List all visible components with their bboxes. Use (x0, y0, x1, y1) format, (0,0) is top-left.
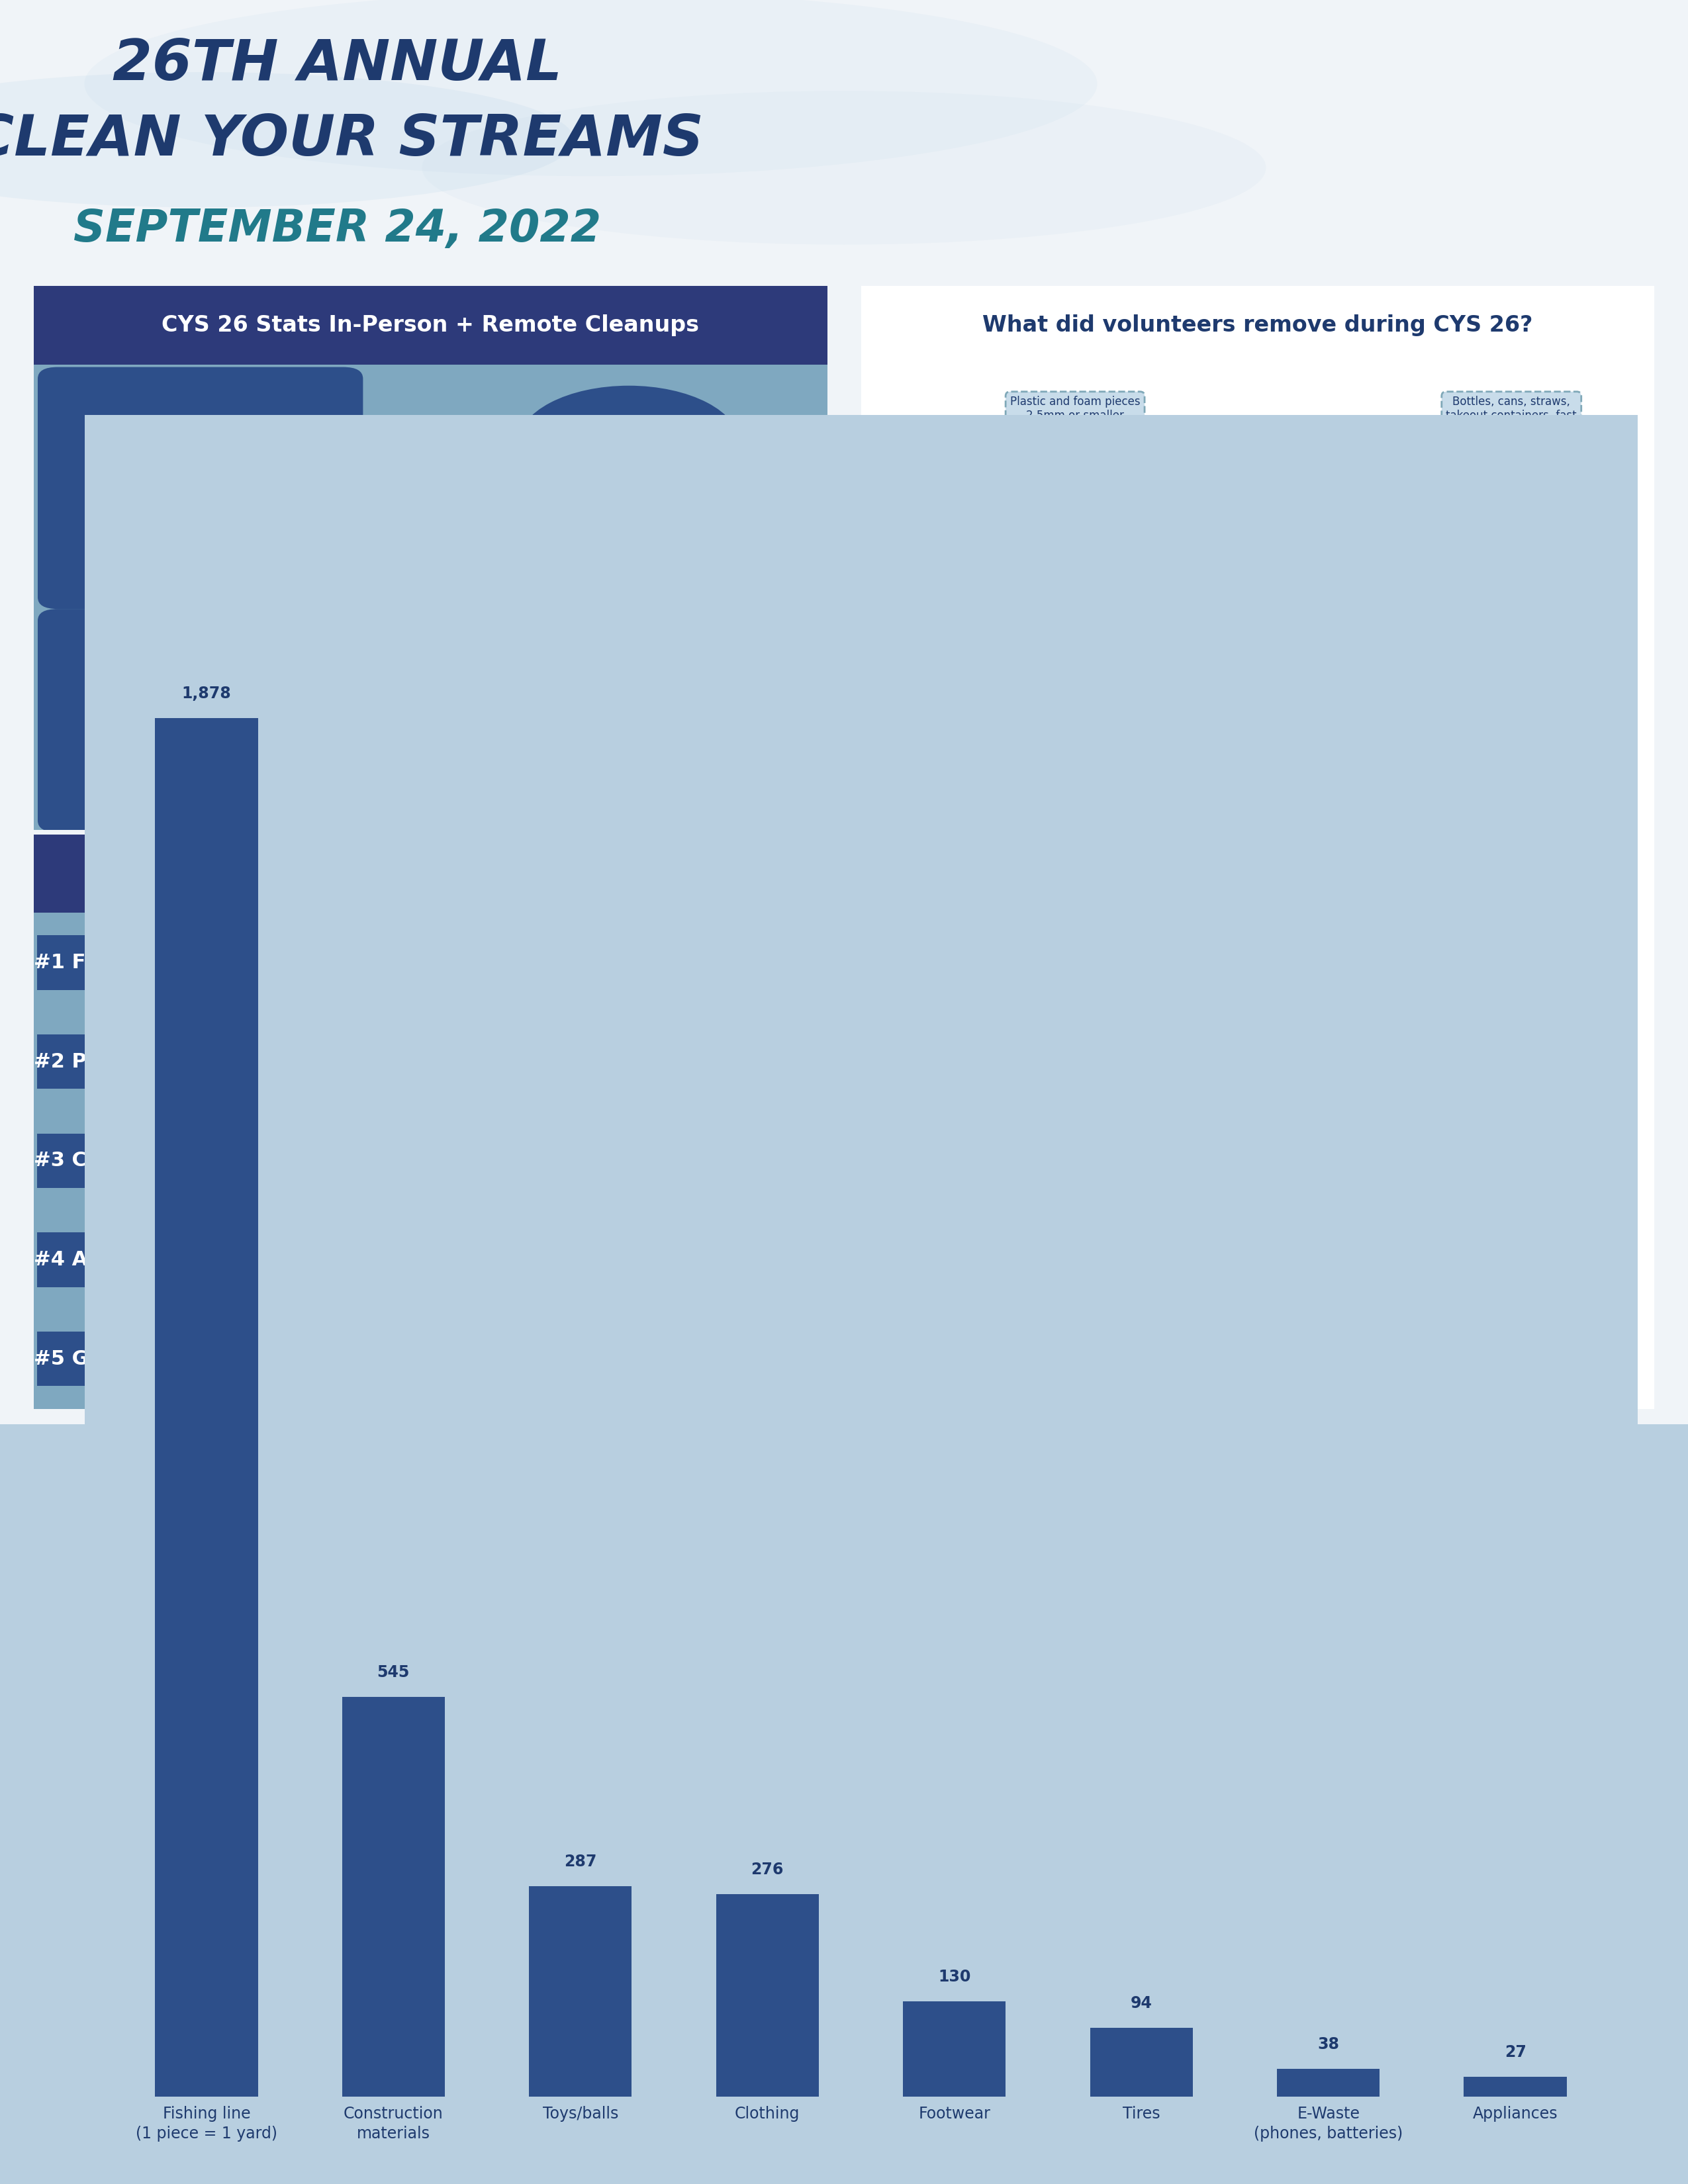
Bar (37, 935, 707, 989)
Text: 2,373: 2,373 (245, 1350, 307, 1369)
FancyBboxPatch shape (279, 583, 392, 657)
FancyBboxPatch shape (861, 286, 1654, 365)
Bar (528, 1887, 631, 2097)
Ellipse shape (565, 533, 692, 555)
Text: 3,232: 3,232 (316, 1151, 378, 1171)
Wedge shape (1109, 642, 1271, 895)
Text: Cigarette butts, tobacco
packaging, PPE masks,
hygiene items, balloons: Cigarette butts, tobacco packaging, PPE … (1458, 1221, 1590, 1260)
Text: 4,547: 4,547 (424, 1053, 488, 1072)
Text: What did volunteers remove during CYS 26?: What did volunteers remove during CYS 26… (982, 314, 1533, 336)
Text: 94: 94 (1131, 1996, 1153, 2011)
Text: 29.24
river miles
covered: 29.24 river miles covered (589, 675, 701, 743)
FancyBboxPatch shape (169, 1439, 1519, 1577)
Text: CLEAN YOUR STREAMS: CLEAN YOUR STREAMS (0, 111, 704, 168)
Bar (37, 1232, 292, 1286)
Text: CYS 26 "Miscellaneous" Marine Debris: CYS 26 "Miscellaneous" Marine Debris (567, 1492, 1121, 1516)
Text: #3 Cigarette Butts: #3 Cigarette Butts (34, 1151, 246, 1171)
Ellipse shape (518, 387, 739, 502)
Bar (903, 2001, 1006, 2097)
Text: 38: 38 (1317, 2035, 1339, 2053)
Ellipse shape (395, 555, 466, 603)
Text: Other
single-use
12%: Other single-use 12% (1104, 804, 1178, 847)
Ellipse shape (422, 92, 1266, 245)
Text: 57,754
items
removed: 57,754 items removed (138, 670, 230, 738)
Text: 276: 276 (751, 1861, 783, 1878)
Text: 62
sites
cleaned: 62 sites cleaned (589, 417, 668, 480)
FancyBboxPatch shape (37, 367, 363, 609)
Ellipse shape (0, 72, 574, 207)
Text: Plastic and foam pieces
2.5mm or smaller: Plastic and foam pieces 2.5mm or smaller (1009, 395, 1139, 422)
Text: #1 Food Wrappers: #1 Food Wrappers (34, 952, 243, 972)
Bar (716, 1894, 819, 2097)
Text: 652
volunteers: 652 volunteers (370, 668, 491, 712)
Text: 287: 287 (564, 1854, 598, 1870)
Ellipse shape (495, 559, 555, 598)
FancyBboxPatch shape (37, 609, 331, 832)
Text: SEPTEMBER 24, 2022: SEPTEMBER 24, 2022 (74, 207, 601, 251)
Text: Everything else! We can't
categorize every single piece
of marine debris that
vo: Everything else! We can't categorize eve… (901, 1075, 1057, 1142)
Text: 545: 545 (376, 1664, 410, 1679)
Bar (37, 1133, 306, 1188)
Wedge shape (1020, 701, 1269, 895)
Text: 27: 27 (1504, 2044, 1526, 2060)
Text: CYS 26 Stats In-Person + Remote Cleanups: CYS 26 Stats In-Person + Remote Cleanups (162, 314, 699, 336)
Text: Bottles, cans, straws,
takeout containers, fast
food packaging, plastic
silverwa: Bottles, cans, straws, takeout container… (1447, 395, 1577, 450)
FancyBboxPatch shape (469, 583, 582, 657)
FancyBboxPatch shape (34, 286, 827, 365)
Bar (1276, 2068, 1379, 2097)
Text: 13,594.5
pounds of
marine debris
collected: 13,594.5 pounds of marine debris collect… (128, 437, 272, 529)
Text: Misc.
11%: Misc. 11% (1202, 743, 1239, 771)
Text: Tiny trash
30%: Tiny trash 30% (1352, 795, 1426, 823)
FancyBboxPatch shape (0, 1424, 1688, 2184)
Text: 130: 130 (939, 1968, 971, 1985)
FancyBboxPatch shape (0, 0, 1688, 280)
Ellipse shape (84, 0, 1097, 177)
Bar (37, 1332, 235, 1387)
Text: 3,067: 3,067 (302, 1249, 365, 1269)
Text: #4 Aluminum Cans: #4 Aluminum Cans (34, 1249, 248, 1269)
Text: #5 Grocery Bags: #5 Grocery Bags (34, 1350, 223, 1369)
Bar (155, 719, 258, 2097)
FancyBboxPatch shape (34, 834, 827, 913)
Wedge shape (1018, 863, 1511, 1149)
FancyBboxPatch shape (861, 365, 1654, 1409)
Ellipse shape (306, 559, 366, 598)
Text: 26TH ANNUAL: 26TH ANNUAL (113, 37, 562, 92)
Text: 8,070: 8,070 (717, 952, 780, 972)
Text: #2 Plastic Bottles: #2 Plastic Bottles (34, 1053, 236, 1072)
Bar (37, 1035, 414, 1090)
Bar (1090, 2027, 1193, 2097)
Text: Single-use food
& beverage
packaging
47%: Single-use food & beverage packaging 47% (1182, 1009, 1295, 1068)
Text: CYS 26 Top 5 Items Removed: CYS 26 Top 5 Items Removed (250, 863, 611, 885)
Text: 1,878: 1,878 (182, 686, 231, 701)
FancyBboxPatch shape (368, 583, 493, 657)
FancyBboxPatch shape (34, 365, 827, 830)
Polygon shape (589, 498, 668, 537)
Bar (1463, 2077, 1566, 2097)
Wedge shape (1269, 642, 1523, 974)
FancyBboxPatch shape (463, 607, 827, 821)
Bar (343, 1697, 446, 2097)
